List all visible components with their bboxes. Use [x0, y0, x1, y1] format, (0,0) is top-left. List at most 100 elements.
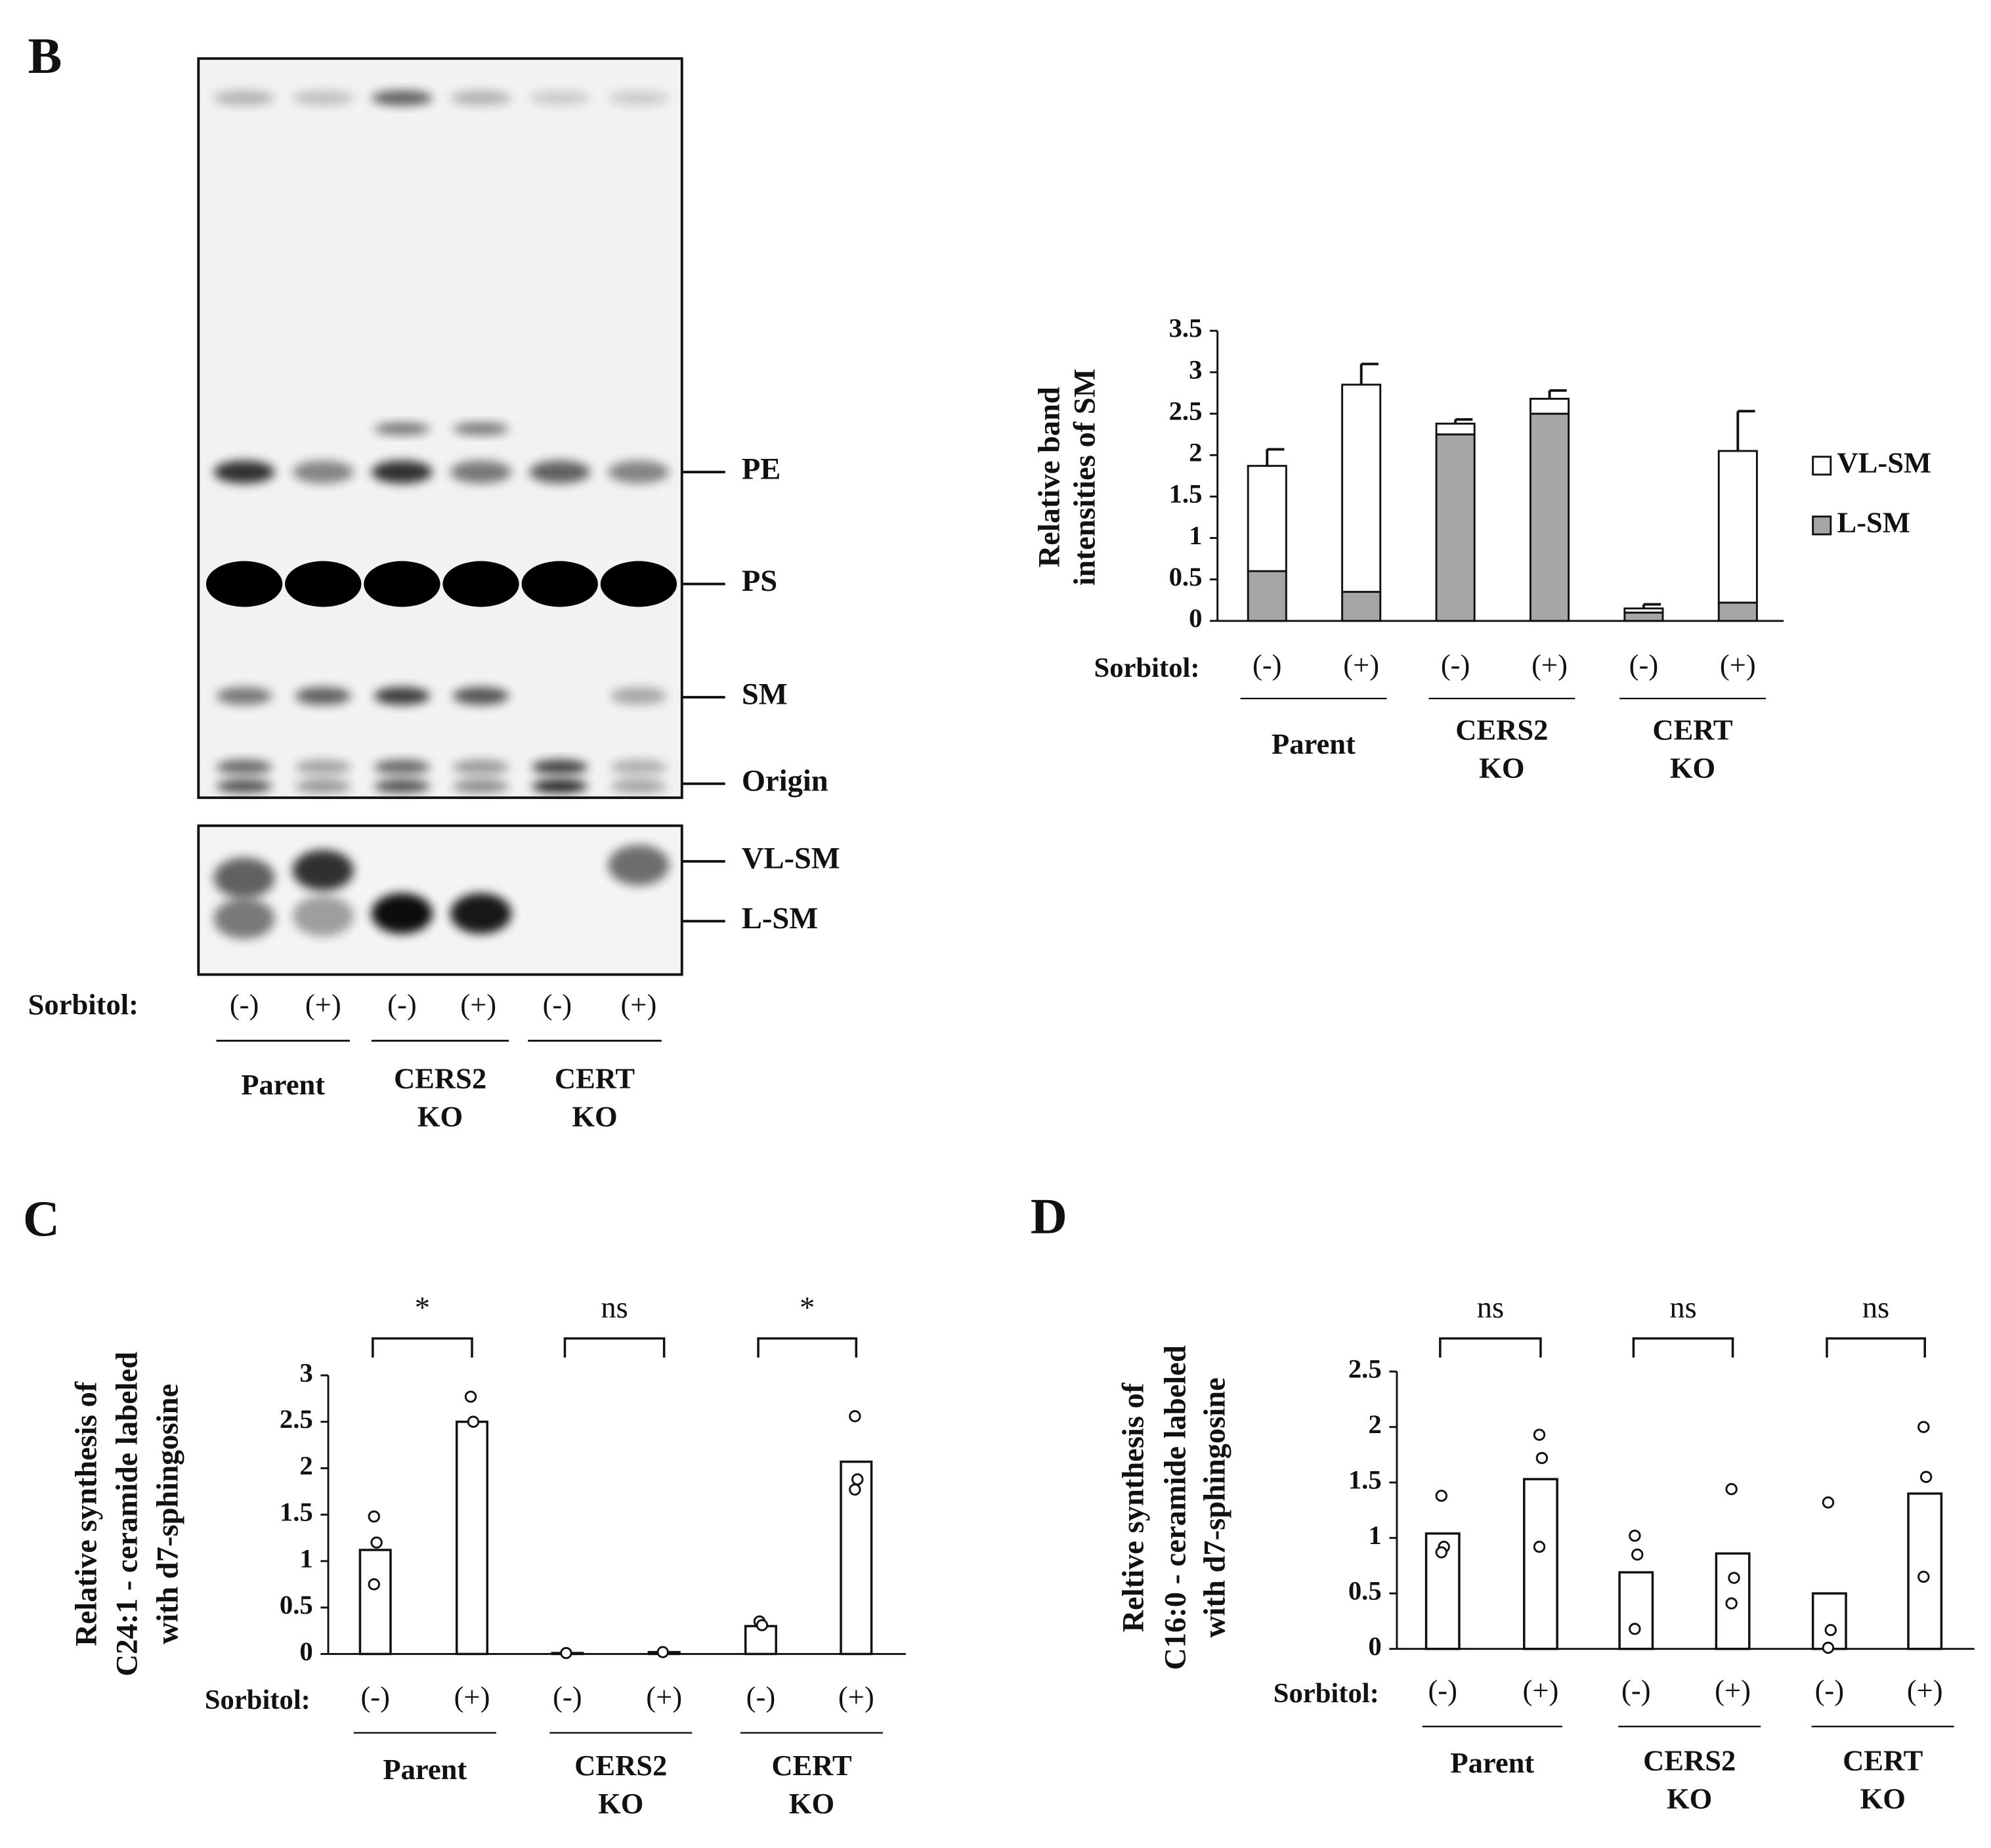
condition-label: (+) [305, 988, 341, 1021]
significance-bracket [372, 1337, 473, 1358]
data-point [656, 1646, 669, 1658]
blot [295, 687, 351, 705]
x-tick-label: (+) [838, 1680, 874, 1713]
condition-label: (-) [543, 988, 572, 1021]
group-label: CERT [771, 1749, 852, 1782]
y-tick-label: 3.5 [1169, 313, 1203, 343]
blot [374, 760, 431, 775]
y-tick-label: 2 [1368, 1409, 1381, 1439]
data-point [1435, 1490, 1447, 1502]
data-point [756, 1619, 769, 1631]
data-point [560, 1646, 572, 1660]
blot [292, 849, 354, 891]
significance-bracket [1826, 1337, 1926, 1358]
x-tick-label: (+) [1343, 649, 1379, 681]
significance-label: * [415, 1291, 430, 1325]
bar-segment [1247, 570, 1287, 622]
data-point [851, 1473, 864, 1486]
sorbitol-label: Sorbitol: [1094, 653, 1200, 683]
data-point [464, 1390, 477, 1403]
group-label: KO [1479, 752, 1524, 784]
bar [1618, 1571, 1654, 1650]
x-tick-label: (-) [1621, 1674, 1651, 1707]
blot [452, 760, 509, 775]
y-axis-label: Relative synthesis of [70, 1381, 103, 1646]
y-tick-label: 0 [299, 1637, 312, 1666]
significance-bracket [563, 1337, 666, 1358]
blot [364, 561, 440, 607]
group-label: KO [1667, 1782, 1712, 1815]
blot [213, 898, 275, 939]
y-tick-label: 1.5 [280, 1497, 313, 1527]
y-axis-label: with d7-sphingosine [1198, 1377, 1231, 1638]
y-tick-label: 0.5 [280, 1590, 313, 1620]
blot [450, 893, 512, 934]
blot [292, 460, 354, 484]
y-tick-label: 3 [1189, 355, 1202, 384]
blot [608, 844, 670, 886]
group-label: CERS2 [574, 1749, 667, 1782]
condition-label: (+) [460, 988, 496, 1021]
x-tick-label: (+) [1720, 649, 1756, 681]
bar-segment [1529, 397, 1570, 415]
data-point [1917, 1570, 1930, 1583]
blot [205, 561, 283, 607]
sorbitol-label: Sorbitol: [28, 988, 139, 1021]
blot [374, 687, 431, 705]
data-point [1822, 1641, 1835, 1654]
data-point [849, 1483, 861, 1496]
gel-frame [197, 824, 683, 976]
y-tick-label: 2.5 [1348, 1354, 1382, 1384]
group-label: CERS2 [1455, 714, 1548, 746]
blot [285, 561, 362, 607]
legend-swatch [1812, 515, 1832, 536]
x-tick-label: (+) [646, 1680, 682, 1713]
band-label: Origin [742, 765, 828, 798]
blot [532, 760, 588, 775]
blot [608, 90, 670, 106]
x-tick-label: (-) [1629, 649, 1659, 681]
blot [608, 460, 670, 484]
legend-label: VL-SM [1837, 446, 1932, 479]
bar-segment [1529, 412, 1570, 622]
blot [532, 780, 588, 793]
data-point [1725, 1483, 1738, 1495]
blot [213, 90, 275, 106]
x-tick-label: (-) [746, 1680, 776, 1713]
band-label: L-SM [742, 902, 818, 935]
data-point [1533, 1429, 1546, 1441]
sorbitol-label: Sorbitol: [205, 1685, 310, 1715]
significance-label: ns [1669, 1291, 1696, 1325]
error-bar [1266, 448, 1285, 466]
y-tick-label: 1 [1189, 521, 1202, 550]
legend-label: L-SM [1837, 506, 1910, 539]
group-label: KO [572, 1100, 617, 1133]
y-axis-label: Relative band [1033, 387, 1066, 567]
y-tick-label: 0 [1368, 1631, 1381, 1661]
band-label: VL-SM [742, 842, 840, 876]
blot [374, 422, 431, 435]
y-tick-label: 3 [299, 1358, 312, 1387]
blot [610, 687, 667, 705]
blot [529, 90, 591, 106]
x-tick-label: (-) [553, 1680, 582, 1713]
y-tick-label: 2.5 [1169, 396, 1203, 425]
legend-swatch [1812, 456, 1832, 476]
significance-label: ns [1477, 1291, 1504, 1325]
blot [216, 687, 272, 705]
x-tick-label: (+) [1523, 1674, 1559, 1707]
data-point [467, 1415, 480, 1428]
group-label: Parent [241, 1068, 325, 1101]
x-tick-label: (-) [360, 1680, 390, 1713]
x-tick-label: (-) [1815, 1674, 1845, 1707]
group-label: KO [1670, 752, 1715, 784]
data-point [1535, 1451, 1549, 1465]
panel-label: D [1031, 1188, 1067, 1244]
group-label: KO [598, 1787, 643, 1820]
tlc-image [197, 57, 683, 976]
x-tick-label: (+) [454, 1680, 490, 1713]
group-label: CERT [1652, 714, 1733, 746]
blot [213, 460, 275, 484]
